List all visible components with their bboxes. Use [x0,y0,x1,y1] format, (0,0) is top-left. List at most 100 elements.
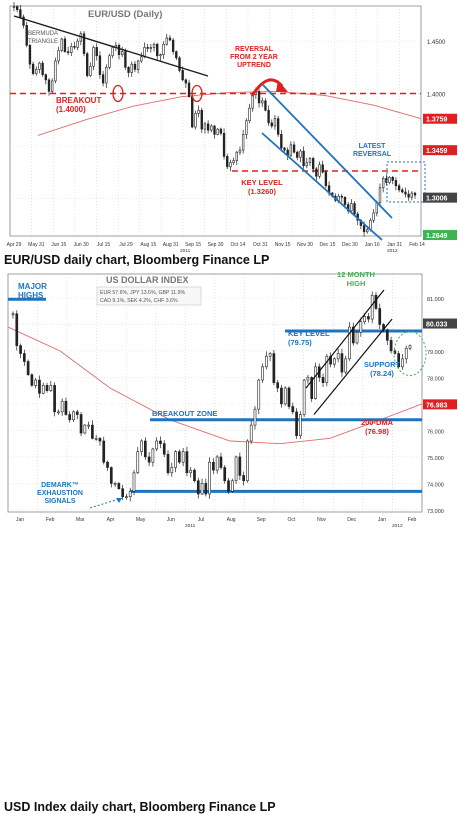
eurusd-candle [187,82,191,97]
eurusd-year-label: 2011 [180,248,191,253]
usd-12-month-label: 12 MONTH [337,272,375,279]
eurusd-candle [57,50,60,62]
eurusd-candle [194,113,197,128]
usd-candle [26,361,30,376]
usd-candle [219,456,223,468]
usd-candle [79,414,83,434]
usd-breakout-zone-label: BREAKOUT ZONE [152,409,217,418]
usd-candle [246,440,249,482]
usd-candle [253,408,257,426]
eurusd-candle [222,133,226,157]
usd-candle [242,475,245,482]
eurusd-price-tag: 1.2649 [426,233,448,240]
eurusd-candle [133,63,137,70]
eurusd-candle [54,60,57,82]
usd-candle [174,451,177,468]
eurusd-candle [146,47,149,49]
usd-candle [30,374,34,386]
eurusd-candle [210,125,213,131]
usd-candle [310,377,314,399]
eurusd-candle [280,134,283,149]
eurusd-candle [381,178,385,189]
eurusd-candle [283,147,286,151]
eurusd-candle [31,63,35,74]
eurusd-candle [41,62,44,75]
usd-x-tick: Dec [347,517,356,523]
usd-candle [215,456,219,471]
usd-candle [291,406,295,413]
usd-demark-label: EXHAUSTION [37,490,83,497]
usd-candle [408,345,412,349]
eurusd-candle [66,51,70,53]
eurusd-candle [117,44,121,56]
eurusd-x-tick: Aug 15 [140,242,156,248]
eurusd-candle [213,125,216,135]
usd-candle [23,353,26,362]
eurusd-candle [270,122,273,127]
usd-12-month-label: HIGH [347,279,366,288]
eurusd-x-tick: Jul 29 [119,242,133,248]
eurusd-candle [238,149,242,153]
eurusd-chart: EUR/USD (Daily)BERMUDATRIANGLEBREAKOUT(1… [7,1,457,254]
usd-candle [98,438,102,442]
eurusd-candle [292,144,296,153]
eurusd-candle [245,120,248,135]
eurusd-candle [108,55,111,68]
usd-weights-box [96,286,202,306]
usd-candle [321,377,325,384]
eurusd-latest-label: LATEST [359,143,386,150]
eurusd-candle [343,196,347,205]
usd-x-tick: Jul [198,517,204,523]
eurusd-x-tick: Nov 30 [297,242,313,248]
eurusd-x-tick: Jul 15 [97,242,111,248]
usd-candle [170,467,174,474]
eurusd-candle [111,47,114,57]
eurusd-candle [257,91,261,104]
usd-candle [272,353,276,384]
eurusd-candle [366,229,369,233]
eurusd-candle [168,37,172,41]
usd-demark-arrow [89,497,123,509]
usd-candle [185,451,189,474]
eurusd-candle [92,47,95,67]
eurusd-candle [149,47,153,49]
eurusd-candle [95,47,98,57]
eurusd-candle [324,171,328,187]
usd-candle [34,379,38,386]
usd-x-tick: Sep [257,517,266,523]
usd-year-label: 2012 [392,523,403,528]
usd-candle [249,424,253,442]
usd-candle [189,469,193,474]
eurusd-candle [296,151,299,158]
usd-candle [348,326,351,360]
eurusd-candle [267,109,270,124]
eurusd-candle [140,56,143,62]
eurusd-candle [130,63,133,73]
eurusd-candle [121,51,124,56]
eurusd-candle [404,191,407,195]
usd-candle [143,440,147,458]
usd-major-highs-label: HIGHS [18,291,44,300]
usd-major-highs-label: MAJOR [18,282,47,291]
usd-candle [64,400,68,415]
eurusd-candle [191,96,194,128]
usd-candle [200,483,204,495]
usd-candle [72,411,75,421]
eurusd-candle [413,192,417,196]
usd-candle [60,400,64,413]
eurusd-x-tick: Oct 31 [253,242,268,248]
eurusd-candle [171,39,175,52]
eurusd-candle [22,16,25,26]
eurusd-candle [51,80,54,92]
eurusd-candle [35,69,38,74]
usd-candle [204,483,208,495]
usd-candle [238,456,242,476]
eurusd-key-level-label: KEY LEVEL [241,178,283,187]
eurusd-candle [353,203,356,215]
usd-x-tick: Jun [167,517,175,523]
usd-candle [113,483,117,485]
eurusd-candle [38,62,41,70]
eurusd-candle [28,44,32,65]
eurusd-candle [178,57,181,71]
eurusd-y-tick: 1.4000 [427,92,446,98]
